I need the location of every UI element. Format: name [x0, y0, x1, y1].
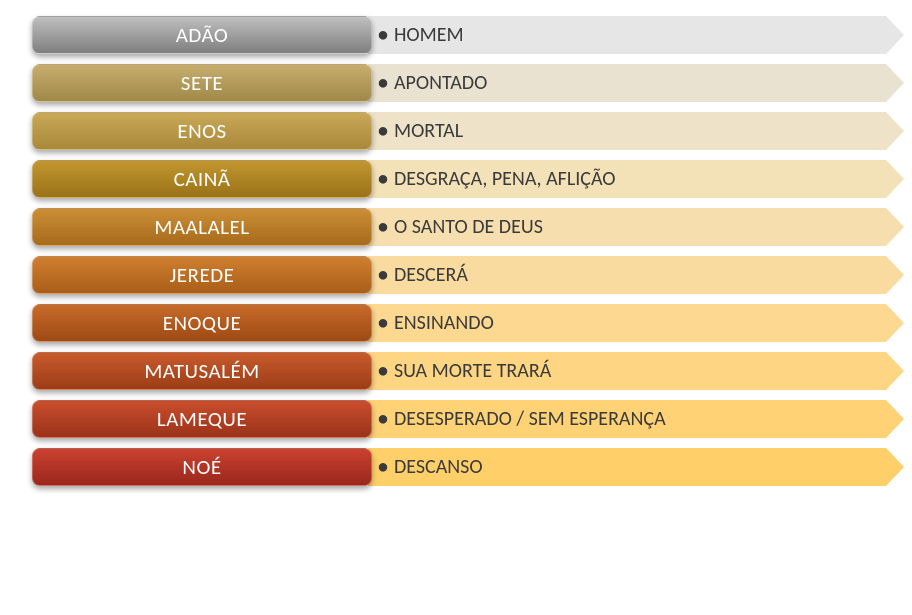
name-pill-9: NOÉ: [32, 448, 372, 486]
row-1: SETE • APONTADO: [32, 64, 904, 102]
meaning-arrow-1: • APONTADO: [368, 64, 886, 102]
meaning-label: SUA MORTE TRARÁ: [394, 359, 551, 383]
row-5: JEREDE • DESCERÁ: [32, 256, 904, 294]
bullet-icon: •: [378, 263, 388, 287]
meaning-label: DESCERÁ: [394, 263, 468, 287]
meaning-label: DESGRAÇA, PENA, AFLIÇÃO: [394, 167, 616, 191]
arrow-head-icon: [886, 256, 904, 294]
meaning-arrow-8: • DESESPERADO / SEM ESPERANÇA: [368, 400, 886, 438]
meaning-arrow-7: • SUA MORTE TRARÁ: [368, 352, 886, 390]
meaning-label: DESCANSO: [394, 455, 483, 479]
name-label: ENOQUE: [163, 310, 242, 336]
row-9: NOÉ • DESCANSO: [32, 448, 904, 486]
name-pill-3: CAINÃ: [32, 160, 372, 198]
rows-container: ADÃO • HOMEM SETE • APONTADO ENOS • MORT…: [0, 0, 912, 486]
meaning-label: APONTADO: [394, 71, 487, 95]
meaning-arrow-9: • DESCANSO: [368, 448, 886, 486]
meaning-label: MORTAL: [394, 119, 463, 143]
meaning-arrow-5: • DESCERÁ: [368, 256, 886, 294]
bullet-icon: •: [378, 167, 388, 191]
meaning-arrow-2: • MORTAL: [368, 112, 886, 150]
name-label: CAINÃ: [174, 166, 231, 192]
arrow-head-icon: [886, 448, 904, 486]
row-7: MATUSALÉM • SUA MORTE TRARÁ: [32, 352, 904, 390]
bullet-icon: •: [378, 311, 388, 335]
name-label: SETE: [181, 70, 223, 96]
meaning-label: HOMEM: [394, 23, 464, 47]
name-label: NOÉ: [182, 454, 221, 480]
bullet-icon: •: [378, 407, 388, 431]
arrow-head-icon: [886, 64, 904, 102]
name-label: LAMEQUE: [157, 406, 247, 432]
meaning-label: O SANTO DE DEUS: [394, 215, 543, 239]
name-pill-0: ADÃO: [32, 16, 372, 54]
bullet-icon: •: [378, 23, 388, 47]
name-label: JEREDE: [170, 262, 235, 288]
name-label: ADÃO: [176, 22, 229, 48]
name-label: MAALALEL: [154, 214, 249, 240]
row-4: MAALALEL • O SANTO DE DEUS: [32, 208, 904, 246]
bullet-icon: •: [378, 215, 388, 239]
meaning-label: ENSINANDO: [394, 311, 494, 335]
bullet-icon: •: [378, 455, 388, 479]
bullet-icon: •: [378, 119, 388, 143]
arrow-head-icon: [886, 208, 904, 246]
name-pill-7: MATUSALÉM: [32, 352, 372, 390]
arrow-head-icon: [886, 352, 904, 390]
meaning-arrow-6: • ENSINANDO: [368, 304, 886, 342]
row-0: ADÃO • HOMEM: [32, 16, 904, 54]
meaning-arrow-3: • DESGRAÇA, PENA, AFLIÇÃO: [368, 160, 886, 198]
arrow-head-icon: [886, 304, 904, 342]
name-pill-5: JEREDE: [32, 256, 372, 294]
name-label: MATUSALÉM: [144, 358, 259, 384]
name-pill-4: MAALALEL: [32, 208, 372, 246]
row-2: ENOS • MORTAL: [32, 112, 904, 150]
arrow-head-icon: [886, 112, 904, 150]
row-3: CAINÃ • DESGRAÇA, PENA, AFLIÇÃO: [32, 160, 904, 198]
name-pill-8: LAMEQUE: [32, 400, 372, 438]
name-pill-1: SETE: [32, 64, 372, 102]
bullet-icon: •: [378, 359, 388, 383]
arrow-head-icon: [886, 16, 904, 54]
row-8: LAMEQUE • DESESPERADO / SEM ESPERANÇA: [32, 400, 904, 438]
name-label: ENOS: [177, 118, 226, 144]
meaning-arrow-4: • O SANTO DE DEUS: [368, 208, 886, 246]
meaning-arrow-0: • HOMEM: [368, 16, 886, 54]
name-pill-6: ENOQUE: [32, 304, 372, 342]
arrow-head-icon: [886, 400, 904, 438]
name-pill-2: ENOS: [32, 112, 372, 150]
row-6: ENOQUE • ENSINANDO: [32, 304, 904, 342]
arrow-head-icon: [886, 160, 904, 198]
bullet-icon: •: [378, 71, 388, 95]
meaning-label: DESESPERADO / SEM ESPERANÇA: [394, 407, 666, 431]
